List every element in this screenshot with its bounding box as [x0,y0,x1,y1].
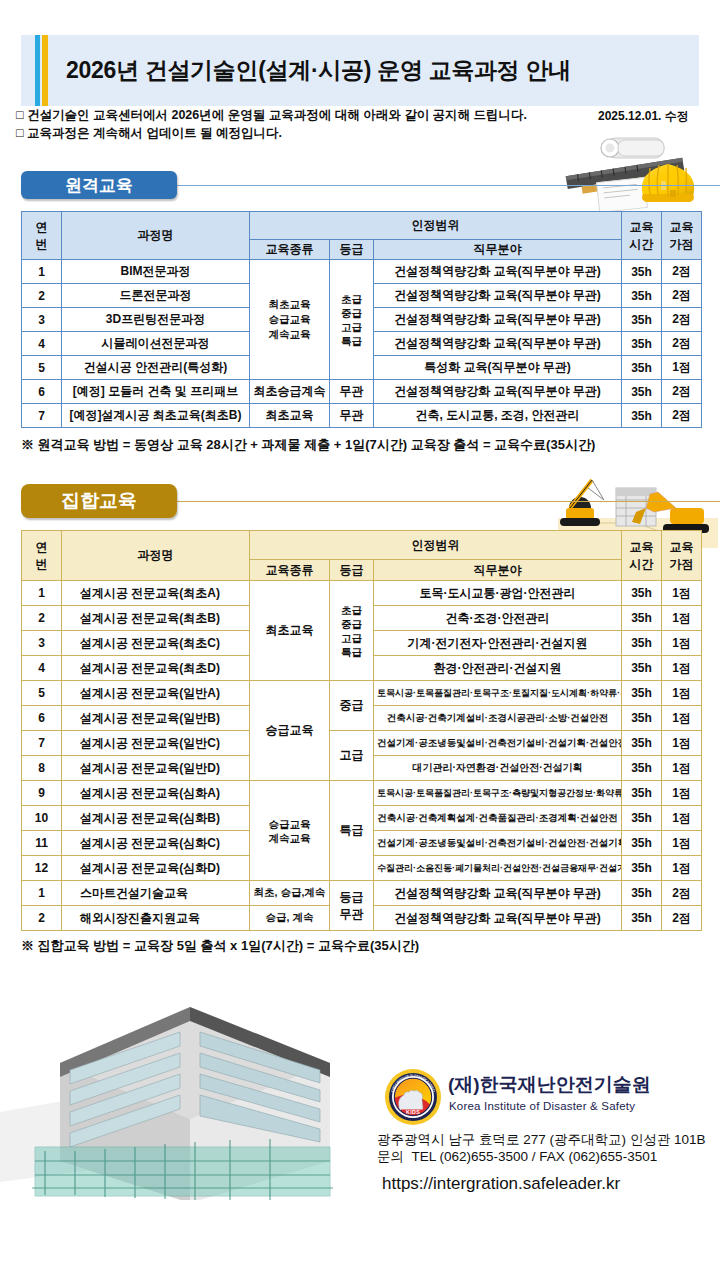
svg-text:KIDS: KIDS [406,1109,420,1115]
